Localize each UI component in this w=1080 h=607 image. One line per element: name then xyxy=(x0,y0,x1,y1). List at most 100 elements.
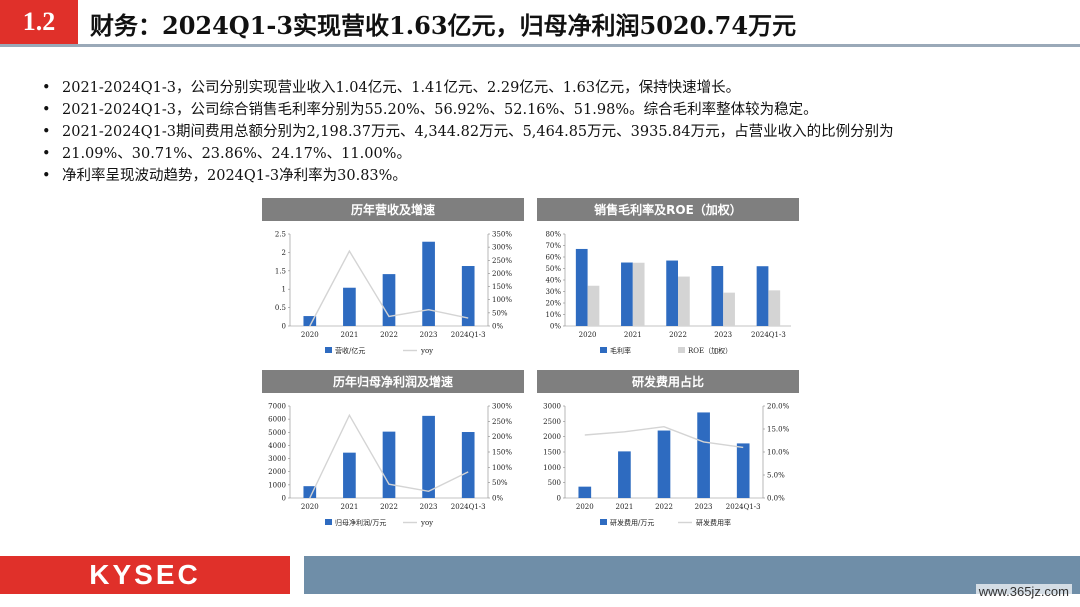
y-tick-label-left: 0 xyxy=(282,323,286,331)
bar xyxy=(632,262,645,326)
legend-label: 毛利率 xyxy=(610,346,631,355)
chart-title-bar xyxy=(262,370,524,393)
y-tick-label-right: 300% xyxy=(492,403,512,411)
x-tick-label: 2020 xyxy=(576,503,594,511)
y-tick-label-right: 200% xyxy=(492,433,512,441)
chart-svg: 销售毛利率及ROE（加权） 0% 10% 20% 30% 40% 50% 60% 70% 80% 2… xyxy=(537,198,799,355)
y-tick-label-left: 0.5 xyxy=(275,304,286,312)
x-tick-label: 2024Q1-3 xyxy=(751,331,786,339)
y-tick-label-left: 40% xyxy=(545,277,561,285)
chart-net-profit: 历年归母净利润及增速 0 1000 2000 3000 4000 5000 6000 7000 0… xyxy=(262,370,524,535)
bar xyxy=(723,292,735,326)
y-tick-label-right: 5.0% xyxy=(767,472,785,480)
y-tick-label-left: 2 xyxy=(282,249,286,257)
bar xyxy=(422,241,435,326)
legend-bar-swatch xyxy=(678,347,685,353)
y-tick-label-left: 50% xyxy=(545,265,561,273)
legend-bar-swatch xyxy=(325,519,332,525)
bar xyxy=(343,452,356,498)
y-tick-label-left: 1 xyxy=(282,286,286,294)
bar xyxy=(756,266,769,326)
chart-title-bar xyxy=(537,198,799,221)
bar xyxy=(422,415,435,498)
legend-bar-swatch xyxy=(325,347,332,353)
y-tick-label-left: 2500 xyxy=(543,418,561,426)
y-tick-label-right: 250% xyxy=(492,418,512,426)
legend-label: 营收/亿元 xyxy=(335,346,365,355)
series-line xyxy=(309,249,469,327)
y-tick-label-right: 300% xyxy=(492,244,512,252)
y-tick-label-right: 0.0% xyxy=(767,495,785,503)
y-tick-label-left: 0 xyxy=(282,495,286,503)
x-tick-label: 2020 xyxy=(301,503,319,511)
logo-text: KYSEC xyxy=(89,559,201,590)
y-tick-label-left: 70% xyxy=(545,242,561,250)
y-tick-label-left: 500 xyxy=(548,479,561,487)
bullet-item-continuation: 21.09%、30.71%、23.86%、24.17%、11.00%。 xyxy=(40,144,1060,165)
y-tick-label-left: 80% xyxy=(545,231,561,239)
bar xyxy=(461,432,475,498)
series-line xyxy=(309,413,469,499)
bar xyxy=(657,430,671,498)
legend-bar-swatch xyxy=(600,519,607,525)
bullet-item: 净利率呈现波动趋势，2024Q1-3净利率为30.83%。 xyxy=(40,166,1060,187)
chart-title: 研发费用占比 xyxy=(632,374,704,389)
bar xyxy=(618,451,631,498)
chart-gross-margin-roe: 销售毛利率及ROE（加权） 0% 10% 20% 30% 40% 50% 60% 70% 80% 2… xyxy=(537,198,799,363)
logo: KYSEC xyxy=(0,556,290,594)
chart-title-bar xyxy=(262,198,524,221)
bar xyxy=(678,276,690,326)
y-tick-label-left: 1.5 xyxy=(275,267,286,275)
y-tick-label-right: 200% xyxy=(492,270,512,278)
page-title: 财务：2024Q1-3实现营收1.63亿元，归母净利润5020.74万元 xyxy=(90,11,797,40)
y-tick-label-right: 50% xyxy=(492,479,508,487)
bar xyxy=(711,266,724,326)
legend-bar-swatch xyxy=(600,347,607,353)
chart-title: 销售毛利率及ROE（加权） xyxy=(594,202,742,217)
chart-title: 历年营收及增速 xyxy=(351,202,435,217)
bar xyxy=(587,285,600,326)
bar xyxy=(621,262,633,326)
legend-label: ROE（加权） xyxy=(688,346,732,355)
x-tick-label: 2020 xyxy=(301,331,319,339)
bullet-item: 2021-2024Q1-3，公司分别实现营业收入1.04亿元、1.41亿元、2.… xyxy=(40,78,1060,99)
chart-title-bar xyxy=(537,370,799,393)
x-tick-label: 2021 xyxy=(624,331,642,339)
legend-label: 研发费用率 xyxy=(696,518,731,527)
legend-label: 研发费用/万元 xyxy=(610,518,654,527)
bar xyxy=(303,486,317,498)
chart-svg: 历年营收及增速 0 0.5 1 1.5 2 2.5 0% 50% 100% 150% 200% 250%… xyxy=(262,198,524,355)
y-tick-label-left: 1500 xyxy=(543,449,561,457)
x-tick-label: 2022 xyxy=(655,503,673,511)
y-tick-label-left: 30% xyxy=(545,288,561,296)
x-tick-label: 2022 xyxy=(380,503,398,511)
bar xyxy=(736,443,750,498)
y-tick-label-right: 250% xyxy=(492,257,512,265)
x-tick-label: 2023 xyxy=(695,503,713,511)
y-tick-label-right: 100% xyxy=(492,464,512,472)
bar xyxy=(343,287,356,326)
y-tick-label-right: 100% xyxy=(492,296,512,304)
x-tick-label: 2021 xyxy=(340,331,358,339)
bar xyxy=(666,260,678,326)
y-tick-label-right: 150% xyxy=(492,283,512,291)
series-line xyxy=(584,425,744,449)
legend-label: yoy xyxy=(420,347,433,355)
y-tick-label-right: 20.0% xyxy=(767,403,790,411)
bar xyxy=(697,412,710,498)
y-tick-label-left: 2000 xyxy=(268,468,286,476)
y-tick-label-right: 15.0% xyxy=(767,426,790,434)
bar xyxy=(461,266,475,326)
y-tick-label-left: 3000 xyxy=(268,455,286,463)
y-tick-label-right: 0% xyxy=(492,323,503,331)
section-number: 1.2 xyxy=(0,0,78,44)
x-tick-label: 2023 xyxy=(714,331,732,339)
y-tick-label-left: 0 xyxy=(557,495,561,503)
x-tick-label: 2024Q1-3 xyxy=(726,503,761,511)
bullet-item: 2021-2024Q1-3，公司综合销售毛利率分别为55.20%、56.92%、… xyxy=(40,100,1060,121)
chart-svg: 历年归母净利润及增速 0 1000 2000 3000 4000 5000 6000 7000 0… xyxy=(262,370,524,527)
bar xyxy=(303,316,317,326)
y-tick-label-left: 6000 xyxy=(268,416,286,424)
y-tick-label-left: 60% xyxy=(545,254,561,262)
x-tick-label: 2021 xyxy=(340,503,358,511)
